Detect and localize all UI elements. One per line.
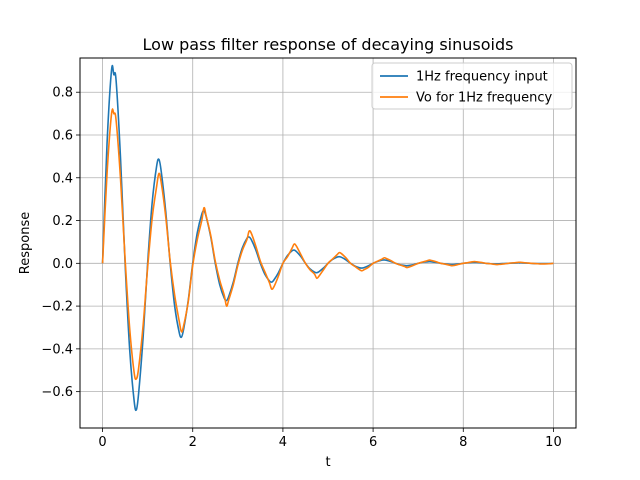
y-tick-label: −0.6 bbox=[41, 385, 73, 400]
y-tick-label: 0.6 bbox=[52, 128, 73, 143]
y-tick-label: −0.2 bbox=[41, 300, 73, 315]
legend-box bbox=[371, 62, 573, 110]
series-line-2 bbox=[101, 108, 554, 381]
legend-label-2: Vo for 1Hz frequency bbox=[416, 91, 552, 106]
y-tick-label: 0.8 bbox=[52, 86, 73, 101]
y-axis-label: Response bbox=[18, 212, 33, 274]
y-axis: −0.6 −0.4 −0.2 0.0 0.2 0.4 0.6 0.8 bbox=[41, 86, 80, 400]
plot-frame bbox=[79, 57, 577, 429]
x-tick-label: 6 bbox=[369, 435, 377, 450]
x-tick-label: 2 bbox=[189, 435, 197, 450]
y-tick-label: 0.2 bbox=[52, 214, 73, 229]
series-layer bbox=[101, 64, 554, 412]
x-tick-label: 4 bbox=[279, 435, 287, 450]
x-axis: 0 2 4 6 8 10 bbox=[98, 428, 562, 450]
y-tick-label: 0.4 bbox=[52, 171, 73, 186]
chart-title: Low pass filter response of decaying sin… bbox=[143, 35, 514, 54]
legend: 1Hz frequency input Vo for 1Hz frequency bbox=[371, 62, 573, 110]
y-tick-label: −0.4 bbox=[41, 342, 73, 357]
x-tick-label: 10 bbox=[545, 435, 562, 450]
x-axis-label: t bbox=[325, 455, 330, 470]
x-tick-label: 0 bbox=[98, 435, 106, 450]
x-tick-label: 8 bbox=[459, 435, 467, 450]
legend-label-1: 1Hz frequency input bbox=[416, 70, 548, 85]
y-tick-label: 0.0 bbox=[52, 257, 73, 272]
